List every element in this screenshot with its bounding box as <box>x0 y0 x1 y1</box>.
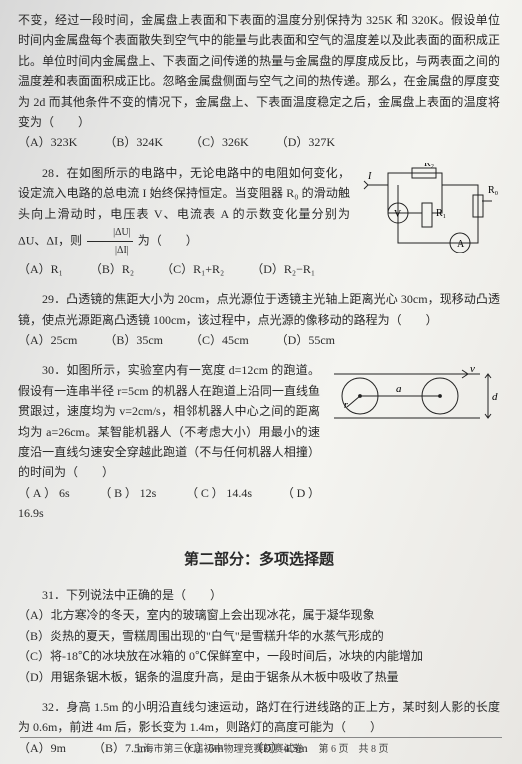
svg-text:A: A <box>457 239 465 250</box>
page-footer: 上海市第三十届初中物理竞赛初赛试卷 第 6 页 共 8 页 <box>20 737 502 758</box>
svg-text:R₀: R₀ <box>488 185 499 196</box>
q30-figure: a v d r <box>330 360 500 432</box>
q28-options: （A）R₁ （B）R₂ （C）R₁+R₂ （D）R₂−R₁ <box>18 259 350 279</box>
q28-text: 28．在如图所示的电路中，无论电路中的电阻如何变化，设定流入电路的总电流 I 始… <box>18 163 350 259</box>
q31: 31．下列说法中正确的是（ ） （A）北方寒冷的冬天，室内的玻璃窗上会出现冰花，… <box>18 585 500 687</box>
q28-C: （C）R₁+R₂ <box>161 262 224 276</box>
svg-text:I: I <box>367 171 372 182</box>
svg-text:V: V <box>394 209 402 220</box>
q29-text: 29．凸透镜的焦距大小为 20cm，点光源位于透镜主光轴上距离光心 30cm，现… <box>18 289 500 330</box>
section-title: 第二部分：多项选择题 <box>18 548 500 574</box>
q31-text: 31．下列说法中正确的是（ ） <box>18 585 500 605</box>
q30-B: （B）12s <box>99 486 156 500</box>
q30: 30．如图所示，实验室内有一宽度 d=12cm 的跑道。假设有一连串半径 r=5… <box>18 360 500 523</box>
q32-text: 32．身高 1.5m 的小明沿直线匀速运动，路灯在行进线路的正上方，某时刻人影的… <box>18 697 500 738</box>
q27: 不变，经过一段时间，金属盘上表面和下表面的温度分别保持为 325K 和 320K… <box>18 10 500 153</box>
svg-text:a: a <box>396 383 402 395</box>
q28: 28．在如图所示的电路中，无论电路中的电阻如何变化，设定流入电路的总电流 I 始… <box>18 163 500 280</box>
q27-C: （C）326K <box>190 135 249 149</box>
footer-mid: 第 6 页 <box>319 744 349 755</box>
q28-A: （A）R₁ <box>18 262 63 276</box>
q28-frac: |ΔU| |ΔI| <box>87 224 133 259</box>
q30-A: （A）6s <box>18 486 70 500</box>
q31-B: （B）炎热的夏天，雪糕周围出现的"白气"是雪糕升华的水蒸气形成的 <box>18 626 500 646</box>
q30-text: 30．如图所示，实验室内有一宽度 d=12cm 的跑道。假设有一连串半径 r=5… <box>18 360 320 482</box>
q29-C: （C）45cm <box>190 333 249 347</box>
q27-B: （B）324K <box>104 135 163 149</box>
svg-text:d: d <box>492 391 498 403</box>
svg-text:v: v <box>470 363 475 375</box>
svg-text:r: r <box>344 400 348 411</box>
q28-B: （B）R₂ <box>90 262 134 276</box>
svg-text:R₂: R₂ <box>424 163 434 169</box>
q30-options: （A）6s （B）12s （C）14.4s （D）16.9s <box>18 483 320 524</box>
q29-options: （A）25cm （B）35cm （C）45cm （D）55cm <box>18 330 500 350</box>
q31-D: （D）用锯条锯木板，锯条的温度升高，是由于锯条从木板中吸收了热量 <box>18 667 500 687</box>
q28-circuit: R₂ R₀ R₁ I V A <box>360 163 500 253</box>
q31-A: （A）北方寒冷的冬天，室内的玻璃窗上会出现冰花，属于凝华现象 <box>18 605 500 625</box>
q27-A: （A）323K <box>18 135 77 149</box>
q29: 29．凸透镜的焦距大小为 20cm，点光源位于透镜主光轴上距离光心 30cm，现… <box>18 289 500 350</box>
q27-text: 不变，经过一段时间，金属盘上表面和下表面的温度分别保持为 325K 和 320K… <box>18 10 500 132</box>
q28-D: （D）R₂−R₁ <box>251 262 315 276</box>
q29-A: （A）25cm <box>18 333 77 347</box>
q31-C: （C）将-18℃的冰块放在冰箱的 0℃保鲜室中，一段时间后，冰块的内能增加 <box>18 646 500 666</box>
q27-options: （A）323K （B）324K （C）326K （D）327K <box>18 132 500 152</box>
q29-B: （B）35cm <box>104 333 163 347</box>
footer-left: 上海市第三十届初中物理竞赛初赛试卷 <box>134 744 304 755</box>
footer-right: 共 8 页 <box>359 744 389 755</box>
q27-D: （D）327K <box>276 135 335 149</box>
q30-C: （C）14.4s <box>186 486 252 500</box>
svg-text:R₁: R₁ <box>436 208 446 219</box>
q29-D: （D）55cm <box>276 333 335 347</box>
